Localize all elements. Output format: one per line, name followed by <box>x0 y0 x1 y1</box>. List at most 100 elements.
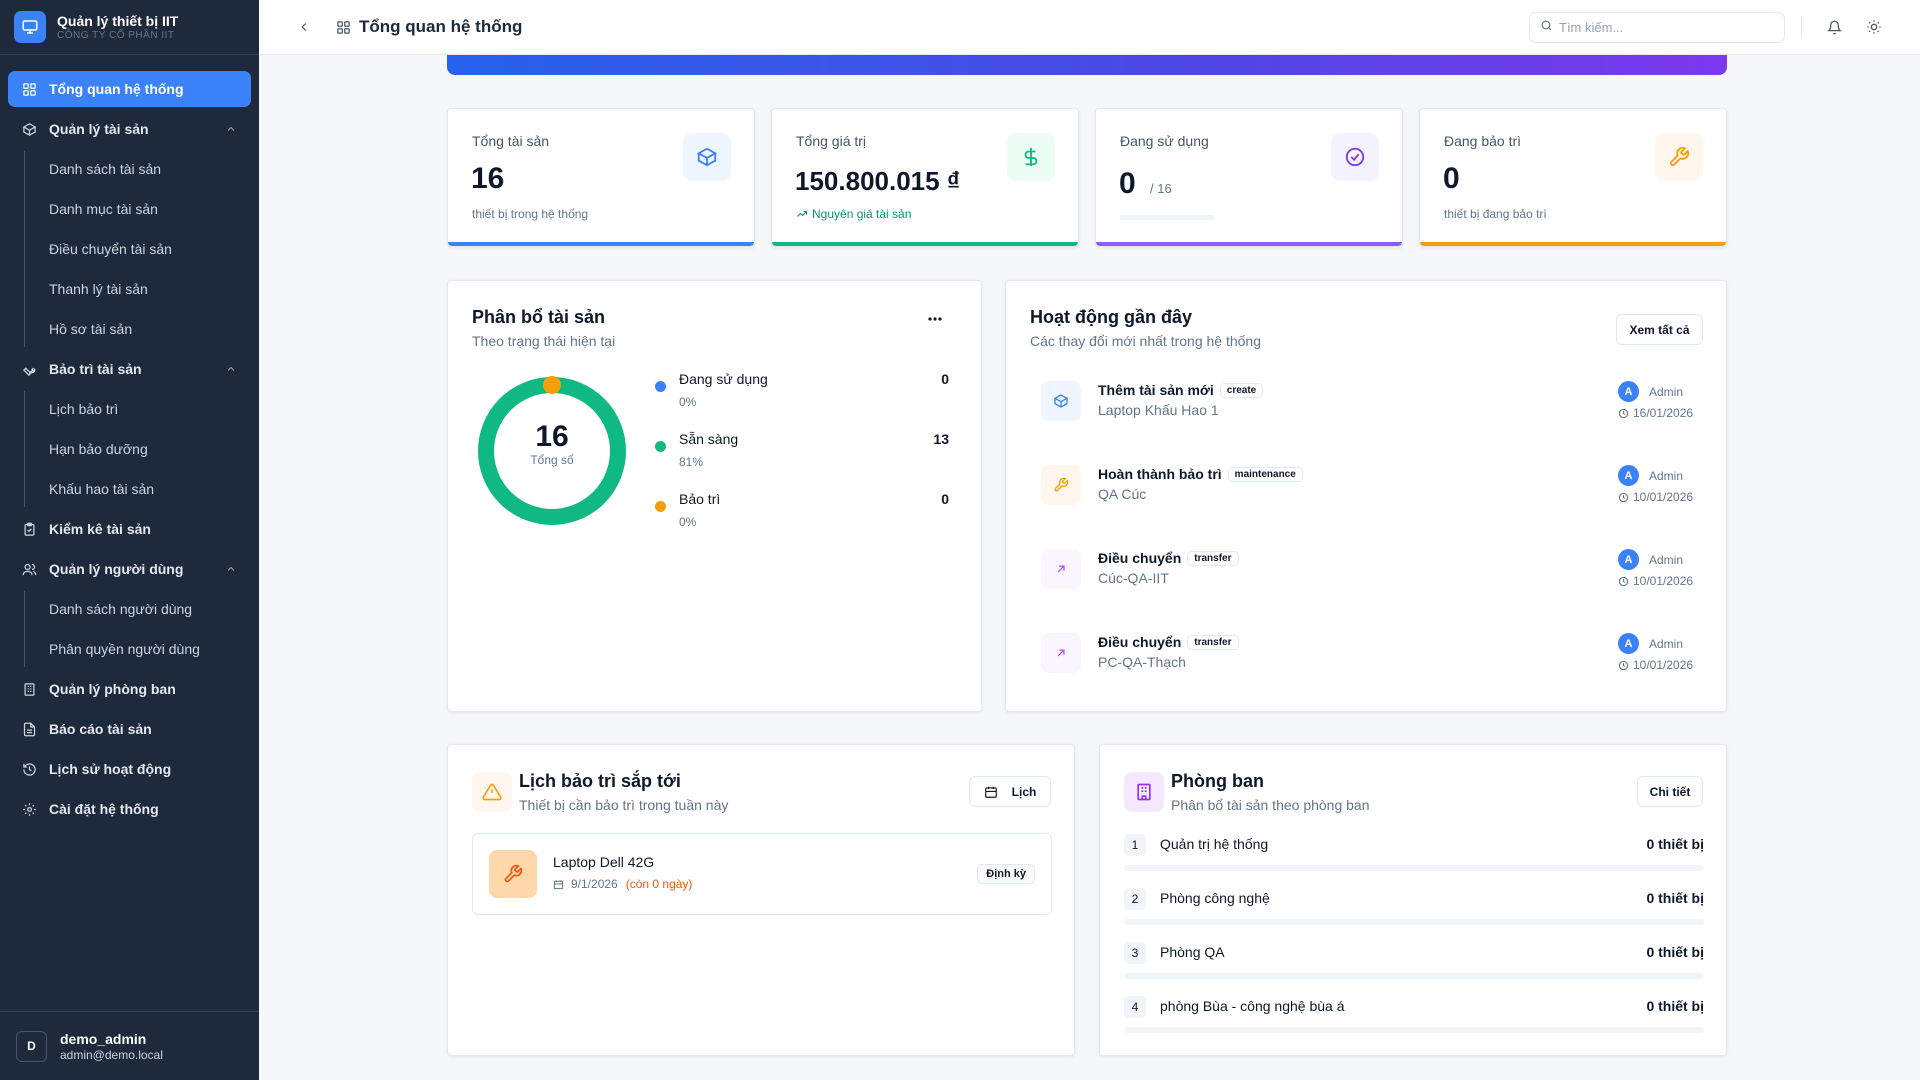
activity-user: A Admin <box>1618 633 1683 654</box>
submenu-maintenance: Lịch bảo trì Hạn bảo dưỡng Khấu hao tài … <box>24 391 259 507</box>
activity-title: Thêm tài sản mới create <box>1098 382 1264 398</box>
stat-label: Tổng tài sản <box>472 133 550 149</box>
stat-card-total-value: Tổng giá trị 150.800.015 ₫ Nguyên giá tà… <box>771 108 1079 247</box>
search-box[interactable] <box>1529 12 1785 43</box>
more-horizontal-icon[interactable] <box>925 311 945 327</box>
activity-target: Laptop Khấu Hao 1 <box>1098 402 1219 418</box>
sidebar-subitem-service-due[interactable]: Hạn bảo dưỡng <box>49 441 148 457</box>
avatar: A <box>1618 633 1639 654</box>
department-row[interactable]: 2 Phòng công nghệ 0 thiết bị <box>1124 888 1704 928</box>
sidebar-item-label: Cài đặt hệ thống <box>49 801 159 817</box>
activity-user-name: Admin <box>1649 468 1684 483</box>
clock-icon <box>1618 492 1629 503</box>
departments-panel: Phòng ban Phân bổ tài sản theo phòng ban… <box>1099 744 1727 1056</box>
activity-panel: Hoạt động gần đây Các thay đổi mới nhất … <box>1005 280 1727 712</box>
activity-target: QA Cúc <box>1098 486 1147 502</box>
sidebar-subitem-user-permissions[interactable]: Phân quyền người dùng <box>49 641 200 657</box>
box-icon <box>683 133 731 181</box>
sidebar-item-activity-history[interactable]: Lịch sử hoạt động <box>8 751 251 787</box>
stat-label: Đang sử dụng <box>1120 133 1209 149</box>
bell-icon[interactable] <box>1824 17 1844 37</box>
sidebar-subitem-asset-records[interactable]: Hồ sơ tài sản <box>49 321 133 337</box>
file-text-icon <box>21 721 37 737</box>
stat-card-maintenance: Đang bảo trì 0 thiết bị đang bảo trì <box>1419 108 1727 247</box>
sidebar-subitem-asset-list[interactable]: Danh sách tài sản <box>49 161 162 177</box>
calendar-button[interactable]: Lịch <box>969 776 1051 807</box>
wrench-icon <box>489 850 537 898</box>
legend-item-in-use: Đang sử dụng 0% 0 <box>655 371 949 411</box>
department-row[interactable]: 4 phòng Bùa - công nghệ bùa á 0 thiết bị <box>1124 996 1704 1036</box>
donut-slice-2 <box>543 376 561 394</box>
trending-up-icon <box>796 208 808 220</box>
activity-date-text: 10/01/2026 <box>1633 574 1694 588</box>
donut-center: 16 Tổng số <box>477 420 627 468</box>
sidebar-item-settings[interactable]: Cài đặt hệ thống <box>8 791 251 827</box>
activity-date-text: 10/01/2026 <box>1633 490 1694 504</box>
sidebar-item-asset-management[interactable]: Quản lý tài sản <box>8 111 251 147</box>
sidebar-subitem-maintenance-schedule[interactable]: Lịch bảo trì <box>49 401 119 417</box>
sidebar-item-inventory-check[interactable]: Kiểm kê tài sản <box>8 511 251 547</box>
donut-total-label: Tổng số <box>530 453 574 467</box>
brand-title: Quản lý thiết bị IIT <box>57 12 179 29</box>
accent-bar <box>1420 242 1726 246</box>
legend-item-maintenance: Bảo trì 0% 0 <box>655 491 949 531</box>
brand: Quản lý thiết bị IIT CÔNG TY CỔ PHẦN IIT <box>0 0 259 55</box>
current-user[interactable]: D demo_admin admin@demo.local <box>0 1011 259 1080</box>
panel-subtitle: Theo trạng thái hiện tại <box>472 333 616 349</box>
department-bar <box>1124 973 1704 979</box>
building-icon <box>21 681 37 697</box>
search-input[interactable] <box>1559 20 1759 35</box>
stat-value: 16 <box>471 162 505 195</box>
activity-date-text: 10/01/2026 <box>1633 658 1694 672</box>
panel-subtitle: Các thay đổi mới nhất trong hệ thống <box>1030 333 1261 349</box>
sidebar-item-reports[interactable]: Báo cáo tài sản <box>8 711 251 747</box>
sun-icon[interactable] <box>1864 17 1884 37</box>
sidebar: Quản lý thiết bị IIT CÔNG TY CỔ PHẦN IIT… <box>0 0 259 1080</box>
sidebar-subitem-user-list[interactable]: Danh sách người dùng <box>49 601 193 617</box>
maintenance-item[interactable]: Laptop Dell 42G 9/1/2026 (còn 0 ngày) Đị… <box>472 833 1052 915</box>
activity-date: 16/01/2026 <box>1618 406 1693 420</box>
stat-sub-text: Nguyên giá tài sản <box>812 207 912 221</box>
sidebar-item-label: Quản lý tài sản <box>49 121 149 137</box>
arrow-up-right-icon <box>1041 633 1081 673</box>
sidebar-item-departments[interactable]: Quản lý phòng ban <box>8 671 251 707</box>
activity-user: A Admin <box>1618 465 1683 486</box>
department-row[interactable]: 3 Phòng QA 0 thiết bị <box>1124 942 1704 982</box>
dollar-icon <box>1007 133 1055 181</box>
avatar: A <box>1618 549 1639 570</box>
stat-value: 0 <box>1443 162 1460 195</box>
stat-value-suffix: / 16 <box>1150 181 1172 196</box>
clock-icon <box>1618 576 1629 587</box>
box-icon <box>1041 381 1081 421</box>
sidebar-subitem-depreciation[interactable]: Khấu hao tài sản <box>49 481 155 497</box>
sidebar-item-label: Quản lý người dùng <box>49 561 184 577</box>
activity-item[interactable]: Điều chuyển transfer PC-QA-Thạch A Admin 1… <box>1041 633 1706 693</box>
legend-percent: 0% <box>679 395 697 409</box>
sidebar-item-dashboard[interactable]: Tổng quan hệ thống <box>8 71 251 107</box>
activity-item[interactable]: Điều chuyển transfer Cúc-QA-IIT A Admin 10… <box>1041 549 1706 609</box>
view-all-button[interactable]: Xem tất cả <box>1616 314 1703 345</box>
department-count: 0 thiết bị <box>1646 836 1704 852</box>
activity-item[interactable]: Thêm tài sản mới create Laptop Khấu Hao 1… <box>1041 381 1706 441</box>
department-row[interactable]: 1 Quản trị hệ thống 0 thiết bị <box>1124 834 1704 874</box>
donut-total: 16 <box>535 420 569 453</box>
sidebar-subitem-asset-transfer[interactable]: Điều chuyển tài sản <box>49 241 172 257</box>
sidebar-subitem-asset-category[interactable]: Danh mục tài sản <box>49 201 158 217</box>
legend-name: Bảo trì <box>679 491 721 507</box>
sidebar-item-user-management[interactable]: Quản lý người dùng <box>8 551 251 587</box>
activity-user-name: Admin <box>1649 384 1684 399</box>
sidebar-subitem-asset-disposal[interactable]: Thanh lý tài sản <box>49 281 148 297</box>
legend-item-ready: Sẵn sàng 81% 13 <box>655 431 949 471</box>
sidebar-item-label: Bảo trì tài sản <box>49 361 142 377</box>
sidebar-item-label: Kiểm kê tài sản <box>49 521 151 537</box>
activity-title-text: Thêm tài sản mới <box>1098 382 1214 398</box>
detail-button[interactable]: Chi tiết <box>1637 776 1703 807</box>
department-name: Quản trị hệ thống <box>1160 836 1269 852</box>
department-number: 2 <box>1124 888 1146 910</box>
chevron-left-icon[interactable] <box>294 17 314 37</box>
submenu-asset-management: Danh sách tài sản Danh mục tài sản Điều … <box>24 151 259 347</box>
sidebar-item-maintenance[interactable]: Bảo trì tài sản <box>8 351 251 387</box>
department-name: phòng Bùa - công nghệ bùa á <box>1160 998 1345 1014</box>
activity-target: Cúc-QA-IIT <box>1098 570 1169 586</box>
activity-item[interactable]: Hoàn thành bảo trì maintenance QA Cúc A Ad… <box>1041 465 1706 525</box>
